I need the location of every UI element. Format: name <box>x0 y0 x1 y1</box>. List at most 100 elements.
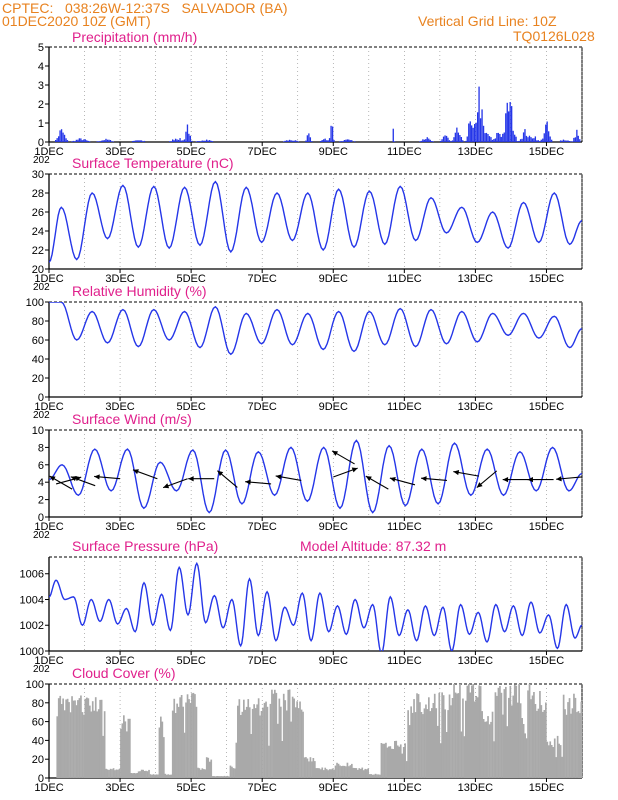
x-tick-label: 11DEC <box>387 146 422 158</box>
x-year-label-clipped: 202 <box>33 664 50 675</box>
cloud-bar <box>87 698 90 778</box>
cloud-bar <box>419 702 421 778</box>
precip-bar <box>571 141 574 142</box>
precip-bar <box>330 125 332 142</box>
wind-arrow-head <box>275 474 282 480</box>
cloud-bar <box>194 694 196 778</box>
x-tick-label: 5DEC <box>176 401 205 413</box>
cloud-bar <box>407 710 409 778</box>
cloud-bar <box>109 768 112 778</box>
precip-bar <box>528 135 531 142</box>
precip-bar <box>525 135 528 142</box>
cloud-bar <box>401 753 404 778</box>
x-tick-label: 11DEC <box>387 521 422 533</box>
precip-bar <box>180 140 183 142</box>
cloud-bar <box>482 719 485 778</box>
precip-bar <box>540 139 542 142</box>
cloud-bar <box>118 768 121 778</box>
precip-bar <box>539 141 541 142</box>
precip-bar <box>570 141 572 142</box>
cloud-bar <box>77 700 79 778</box>
cloud-bar <box>345 766 347 778</box>
y-tick-label: 10 <box>32 425 44 437</box>
cloud-bar <box>69 712 72 778</box>
y-tick-label: 8 <box>38 442 44 454</box>
wind-arrow-head <box>75 476 82 482</box>
y-tick-label: 80 <box>32 698 44 710</box>
cloud-bar <box>164 773 167 778</box>
cloud-bar <box>191 693 193 778</box>
cloud-bar <box>305 757 307 778</box>
cloud-bar <box>336 762 338 778</box>
wind-arrow <box>132 469 158 480</box>
precip-bar <box>203 140 205 142</box>
precip-bar <box>71 141 73 142</box>
cloud-bar <box>186 694 189 778</box>
precip-bar <box>420 140 423 142</box>
cloud-bar <box>334 765 337 778</box>
x-tick-label: 7DEC <box>248 401 277 413</box>
cloud-bar <box>83 714 85 778</box>
precip-bar <box>444 135 446 142</box>
precip-bar <box>108 139 110 142</box>
cloud-bar <box>546 741 549 778</box>
cloud-bar <box>198 768 201 778</box>
cloud-bar <box>231 766 233 778</box>
precip-bar <box>102 140 104 142</box>
cloud-bar <box>386 747 389 778</box>
cloud-bar <box>441 692 443 778</box>
x-tick-label: 9DEC <box>319 521 348 533</box>
cloud-bar <box>203 769 205 778</box>
cloud-bar <box>502 714 504 778</box>
precip-bar <box>465 140 467 142</box>
wind-arrow <box>94 474 121 480</box>
cloud-bar <box>543 710 546 778</box>
cloud-bar <box>210 759 213 778</box>
cloud-bar <box>398 746 401 778</box>
cloud-bar <box>149 774 152 778</box>
cloud-bar <box>91 701 94 778</box>
y-tick-label: 100 <box>26 297 44 309</box>
cloud-bar <box>131 773 134 778</box>
cloud-bar <box>114 770 116 778</box>
cloud-bar <box>226 775 229 778</box>
cloud-bar <box>134 773 137 778</box>
cloud-bar <box>282 693 285 778</box>
cloud-bar <box>417 694 420 778</box>
cloud-bar <box>62 698 64 778</box>
precip-bar <box>574 137 577 142</box>
cloud-bar <box>395 740 398 778</box>
y-tick-label: 24 <box>32 226 44 238</box>
cloud-bar <box>414 712 417 778</box>
cloud-bar <box>422 714 424 778</box>
cloud-bar <box>250 734 253 778</box>
precip-bar <box>287 140 289 142</box>
precip-bar <box>477 112 479 142</box>
cloud-bar <box>154 774 156 778</box>
precip-bar <box>65 138 67 142</box>
precip-bar <box>346 139 349 142</box>
precip-bar <box>530 137 532 142</box>
wind-arrow-head <box>389 476 396 482</box>
x-tick-label: 3DEC <box>105 521 134 533</box>
cloud-bar <box>121 723 124 778</box>
wind-arrow-head <box>365 476 372 482</box>
cloud-bar <box>473 701 476 778</box>
cloud-bar <box>331 768 334 778</box>
cloud-bar <box>408 725 411 778</box>
cloud-bar <box>383 743 386 778</box>
cloud-bar <box>201 768 204 778</box>
cloud-bar <box>439 743 442 778</box>
plot-area <box>49 561 582 651</box>
cloud-bar <box>293 698 295 778</box>
cloud-bar <box>355 768 358 778</box>
cloud-bar <box>257 698 260 778</box>
precip-bar <box>172 139 174 142</box>
cloud-bar <box>160 716 162 778</box>
cloud-bar <box>294 707 297 778</box>
precip-bar <box>521 138 523 142</box>
plot-area <box>49 302 582 356</box>
x-tick-label: 15DEC <box>529 655 565 667</box>
cloud-bar <box>456 693 458 778</box>
cloud-bar <box>402 747 405 778</box>
